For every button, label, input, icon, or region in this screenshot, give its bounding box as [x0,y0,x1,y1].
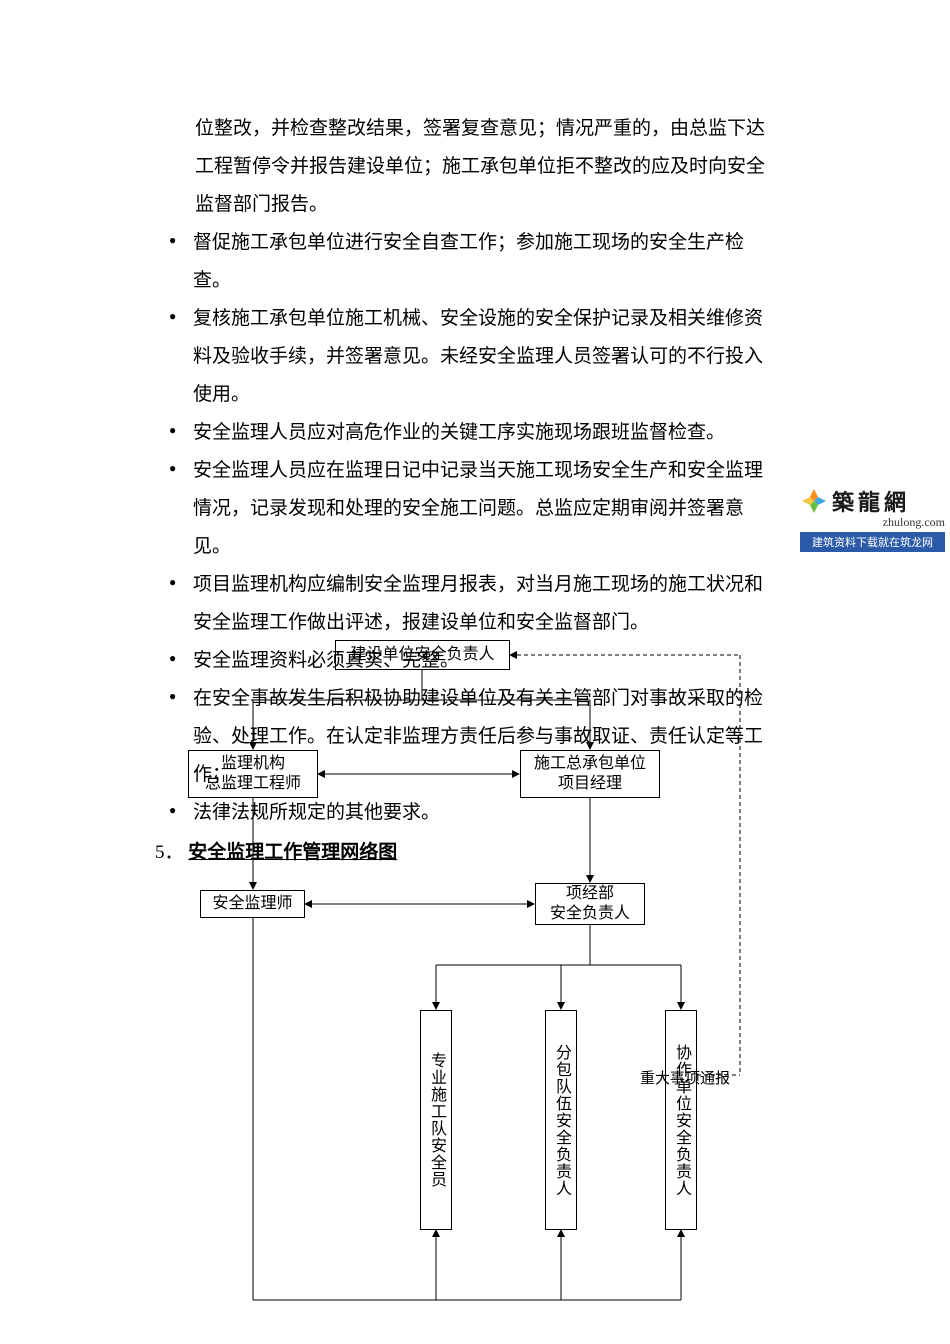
list-item: 项目监理机构应编制安全监理月报表，对当月施工现场的施工状况和安全监理工作做出评述… [175,566,775,642]
watermark-bar: 建筑资料下载就在筑龙网 [800,532,945,552]
list-item-text: 督促施工承包单位进行安全自查工作；参加施工现场的安全生产检查。 [193,224,775,300]
edge-label-major-report: 重大事项通报 [640,1067,730,1088]
logo-icon [800,487,828,515]
list-item: 法律法规所规定的其他要求。 [175,794,775,832]
node-cooperation-safety: 协作单位安全负责人 [665,1010,697,1230]
list-item-text: 项目监理机构应编制安全监理月报表，对当月施工现场的施工状况和安全监理工作做出评述… [193,566,775,642]
watermark-url: zhulong.com [800,515,945,530]
section-number: 5． [155,842,184,863]
bullet-list: 督促施工承包单位进行安全自查工作；参加施工现场的安全生产检查。 复核施工承包单位… [195,224,775,832]
list-item: 安全监理人员应对高危作业的关键工序实施现场跟班监督检查。 [175,414,775,452]
list-item: 在安全事故发生后积极协助建设单位及有关主管部门对事故采取的检验、处理工作。在认定… [175,680,775,794]
node-pm-safe-label2: 安全负责人 [550,904,630,924]
node-subcon-label: 分包队伍安全负责人 [551,1044,571,1197]
node-coop-label: 协作单位安全负责人 [671,1044,691,1197]
document-body: 位整改，并检查整改结果，签署复查意见；情况严重的，由总监下达工程暂停令并报告建设… [195,110,775,872]
list-item: 安全监理人员应在监理日记中记录当天施工现场安全生产和安全监理情况，记录发现和处理… [175,452,775,566]
node-sup-eng-label: 安全监理师 [212,894,292,914]
list-item: 复核施工承包单位施工机械、安全设施的安全保护记录及相关维修资料及验收手续，并签署… [175,300,775,414]
list-item-text: 在安全事故发生后积极协助建设单位及有关主管部门对事故采取的检验、处理工作。在认定… [193,680,775,794]
list-item: 安全监理资料必须真实、完整。 [175,642,775,680]
node-pm-safe-label1: 项经部 [566,884,614,904]
list-item-text: 安全监理人员应对高危作业的关键工序实施现场跟班监督检查。 [193,414,775,452]
intro-fragment: 位整改，并检查整改结果，签署复查意见；情况严重的，由总监下达工程暂停令并报告建设… [195,110,775,224]
node-subcontractor-safety: 分包队伍安全负责人 [545,1010,577,1230]
list-item-text: 安全监理人员应在监理日记中记录当天施工现场安全生产和安全监理情况，记录发现和处理… [193,452,775,566]
node-safety-supervisor: 安全监理师 [200,890,305,918]
node-team-label: 专业施工队安全员 [426,1052,446,1188]
list-item: 督促施工承包单位进行安全自查工作；参加施工现场的安全生产检查。 [175,224,775,300]
watermark: 築龍網 zhulong.com 建筑资料下载就在筑龙网 [800,485,945,552]
section-title: 安全监理工作管理网络图 [188,842,397,863]
watermark-brand: 築龍網 [832,485,910,517]
list-item-text: 安全监理资料必须真实、完整。 [193,642,775,680]
node-team-safety: 专业施工队安全员 [420,1010,452,1230]
list-item-text: 复核施工承包单位施工机械、安全设施的安全保护记录及相关维修资料及验收手续，并签署… [193,300,775,414]
node-pm-safety: 项经部 安全负责人 [535,883,645,925]
list-item-text: 法律法规所规定的其他要求。 [193,794,775,832]
